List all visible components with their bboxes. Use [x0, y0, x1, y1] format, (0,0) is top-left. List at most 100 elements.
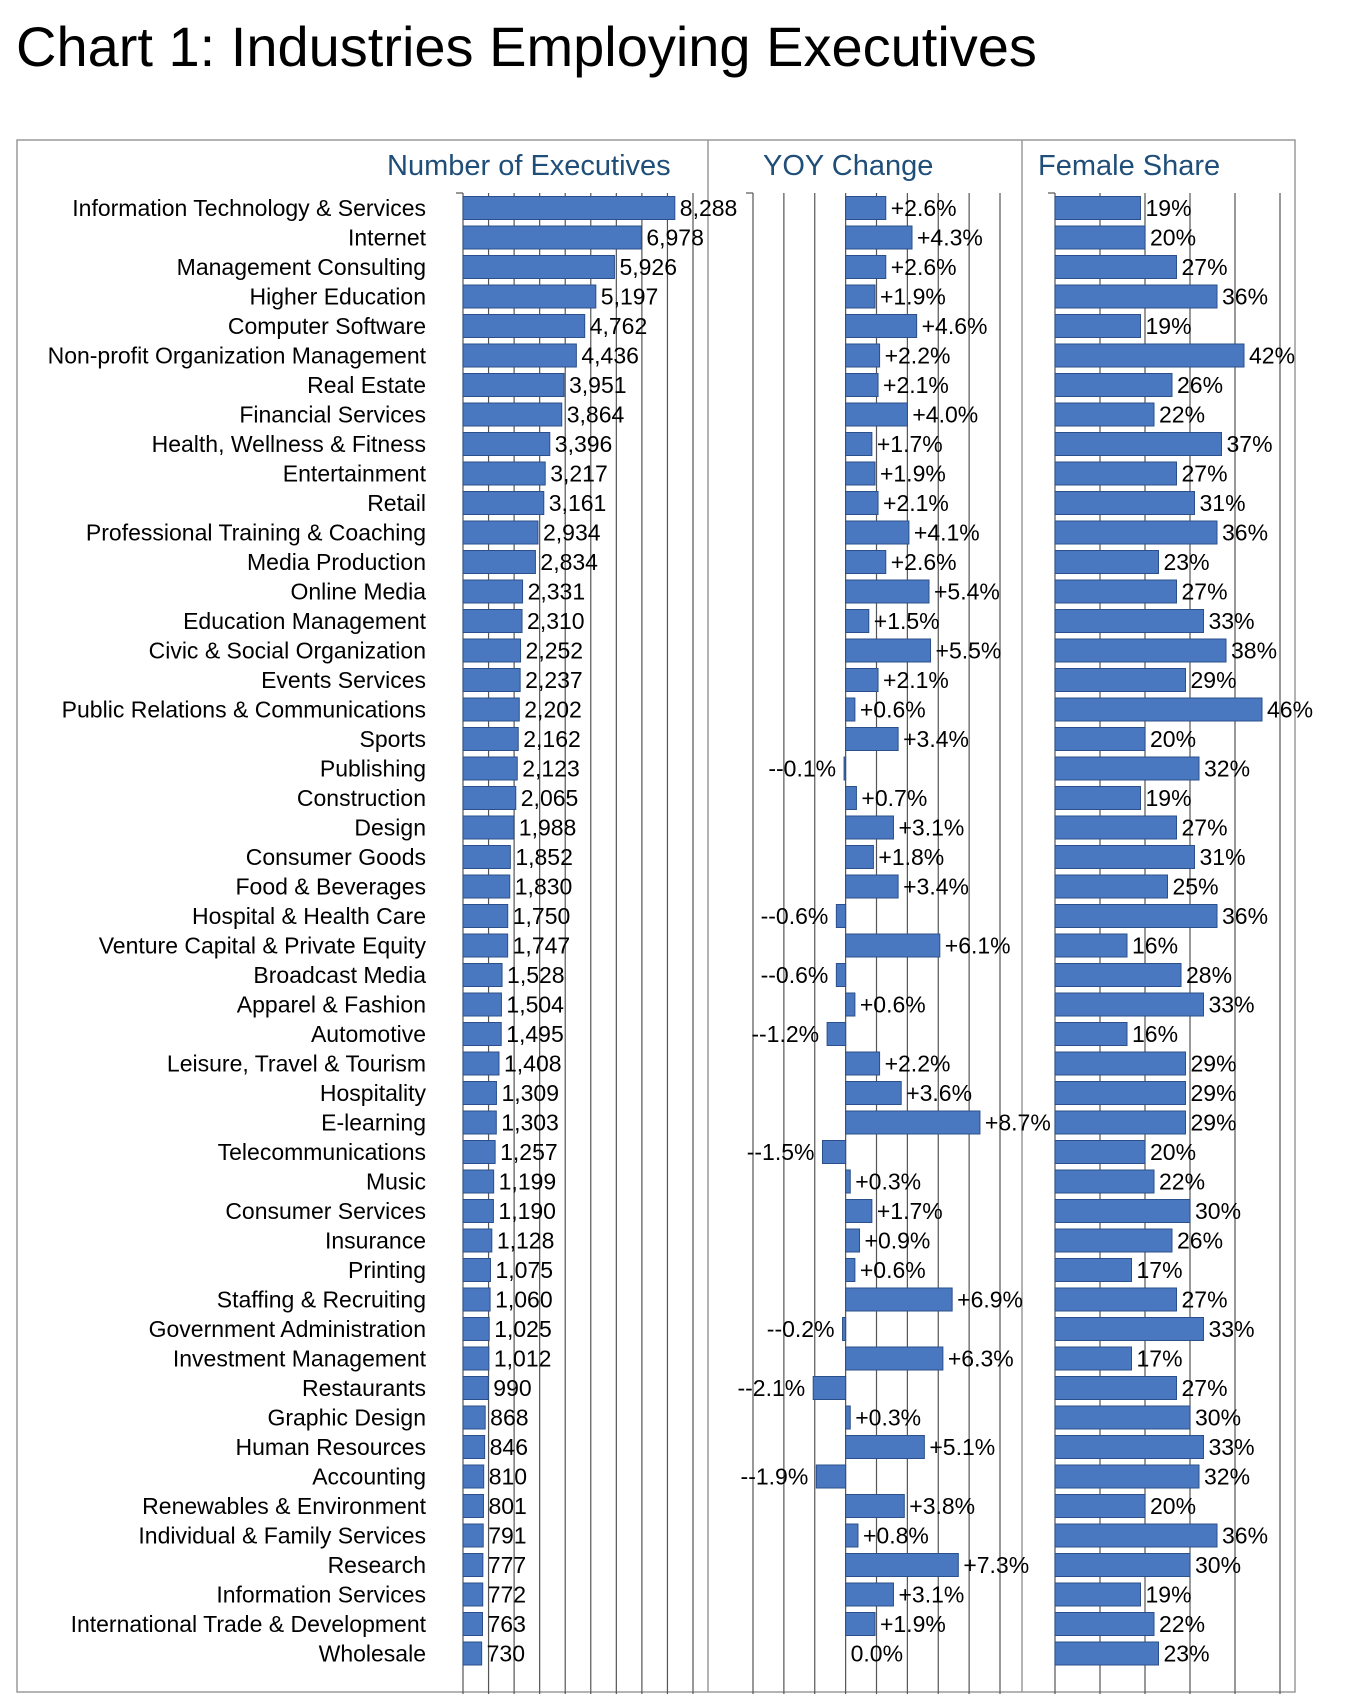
- category-label: Consumer Goods: [246, 844, 426, 870]
- bar-yoy: [845, 786, 857, 810]
- data-label-executives: 777: [488, 1552, 526, 1578]
- data-label-yoy: +2.2%: [885, 1051, 951, 1077]
- data-label-yoy: +1.8%: [878, 844, 944, 870]
- category-label: Financial Services: [239, 402, 426, 428]
- data-label-executives: 2,162: [523, 726, 581, 752]
- bar-female-share: [1054, 1317, 1204, 1341]
- data-label-executives: 791: [488, 1523, 526, 1549]
- bar-yoy: [845, 225, 913, 250]
- bar-executives: [462, 1228, 493, 1253]
- data-label-female-share: 17%: [1137, 1346, 1183, 1372]
- category-label: Computer Software: [228, 313, 426, 339]
- data-label-yoy: +0.3%: [855, 1405, 921, 1431]
- data-label-female-share: 38%: [1231, 638, 1277, 664]
- bar-yoy: [845, 1199, 873, 1223]
- bar-female-share: [1054, 520, 1218, 545]
- data-label-yoy: +4.3%: [917, 225, 983, 251]
- data-label-yoy: +0.6%: [860, 992, 926, 1018]
- data-label-yoy: +8.7%: [985, 1110, 1051, 1136]
- data-label-yoy: --1.9%: [741, 1464, 809, 1490]
- data-label-female-share: 27%: [1182, 254, 1228, 280]
- data-label-female-share: 33%: [1209, 1316, 1255, 1342]
- data-label-yoy: +0.3%: [855, 1169, 921, 1195]
- data-label-yoy: +0.6%: [860, 1257, 926, 1283]
- data-label-yoy: +2.6%: [891, 195, 957, 221]
- bar-female-share: [1054, 1494, 1146, 1518]
- data-label-female-share: 31%: [1200, 490, 1246, 516]
- data-label-yoy: +2.6%: [891, 254, 957, 280]
- bar-female-share: [1054, 1582, 1141, 1607]
- bar-executives: [462, 343, 577, 368]
- bar-yoy: [845, 1612, 876, 1636]
- category-label: Graphic Design: [267, 1405, 426, 1431]
- bar-female-share: [1054, 1169, 1155, 1194]
- bar-yoy: [845, 609, 870, 633]
- data-label-female-share: 46%: [1267, 697, 1313, 723]
- data-label-executives: 1,504: [506, 992, 564, 1018]
- data-label-executives: 1,747: [513, 933, 571, 959]
- data-label-yoy: +5.1%: [929, 1434, 995, 1460]
- data-label-female-share: 23%: [1164, 1641, 1210, 1667]
- data-label-yoy: --1.5%: [747, 1139, 815, 1165]
- bar-yoy: [845, 343, 881, 368]
- category-label: Non-profit Organization Management: [48, 343, 427, 369]
- chart-frame: [16, 139, 1296, 1693]
- bar-executives: [462, 1199, 494, 1223]
- bar-yoy: [845, 845, 874, 869]
- bar-yoy: [845, 1169, 851, 1194]
- data-label-female-share: 33%: [1209, 992, 1255, 1018]
- category-label: Accounting: [312, 1464, 426, 1490]
- data-label-yoy: +5.4%: [934, 579, 1000, 605]
- bar-female-share: [1054, 1641, 1159, 1666]
- data-label-yoy: +1.9%: [880, 461, 946, 487]
- data-label-executives: 846: [490, 1434, 528, 1460]
- bar-executives: [462, 1081, 497, 1105]
- bar-female-share: [1054, 963, 1182, 987]
- data-label-female-share: 16%: [1132, 933, 1178, 959]
- data-label-yoy: +1.7%: [877, 431, 943, 457]
- bar-yoy: [845, 284, 876, 309]
- bar-executives: [462, 1464, 485, 1489]
- data-label-executives: 810: [489, 1464, 527, 1490]
- bar-executives: [462, 1022, 502, 1046]
- category-label: Research: [328, 1552, 426, 1578]
- category-label: Consumer Services: [225, 1198, 426, 1224]
- data-label-yoy: --2.1%: [737, 1375, 805, 1401]
- category-label: Leisure, Travel & Tourism: [167, 1051, 426, 1077]
- bar-executives: [462, 697, 520, 722]
- category-label: Education Management: [183, 608, 427, 634]
- bar-female-share: [1054, 255, 1177, 279]
- bar-yoy: [845, 933, 941, 958]
- bar-yoy: [842, 1317, 847, 1341]
- data-label-executives: 3,161: [549, 490, 607, 516]
- bar-executives: [462, 1051, 500, 1076]
- category-label: Retail: [367, 490, 426, 516]
- data-label-executives: 1,128: [497, 1228, 555, 1254]
- bar-yoy: [812, 1376, 847, 1400]
- bar-female-share: [1054, 697, 1263, 722]
- bar-executives: [462, 638, 522, 663]
- data-label-yoy: +6.9%: [957, 1287, 1023, 1313]
- category-label: Management Consulting: [177, 254, 426, 280]
- data-label-yoy: +4.0%: [912, 402, 978, 428]
- data-label-female-share: 26%: [1177, 1228, 1223, 1254]
- bar-female-share: [1054, 579, 1177, 604]
- bar-executives: [462, 904, 509, 928]
- data-label-female-share: 32%: [1204, 756, 1250, 782]
- data-label-yoy: +6.1%: [945, 933, 1011, 959]
- data-label-female-share: 22%: [1159, 1611, 1205, 1637]
- data-label-executives: 2,310: [527, 608, 585, 634]
- data-label-executives: 6,978: [646, 225, 704, 251]
- bar-yoy: [821, 1140, 847, 1164]
- category-label: Printing: [348, 1257, 426, 1283]
- bar-executives: [462, 1110, 497, 1135]
- bar-executives: [462, 1405, 486, 1430]
- data-label-executives: 5,197: [601, 284, 659, 310]
- data-label-female-share: 22%: [1159, 1169, 1205, 1195]
- bar-yoy: [835, 963, 847, 987]
- bar-executives: [462, 1582, 484, 1607]
- bar-yoy: [845, 1346, 944, 1371]
- data-label-executives: 3,217: [550, 461, 608, 487]
- bar-yoy: [843, 756, 847, 781]
- data-label-yoy: +1.9%: [880, 1611, 946, 1637]
